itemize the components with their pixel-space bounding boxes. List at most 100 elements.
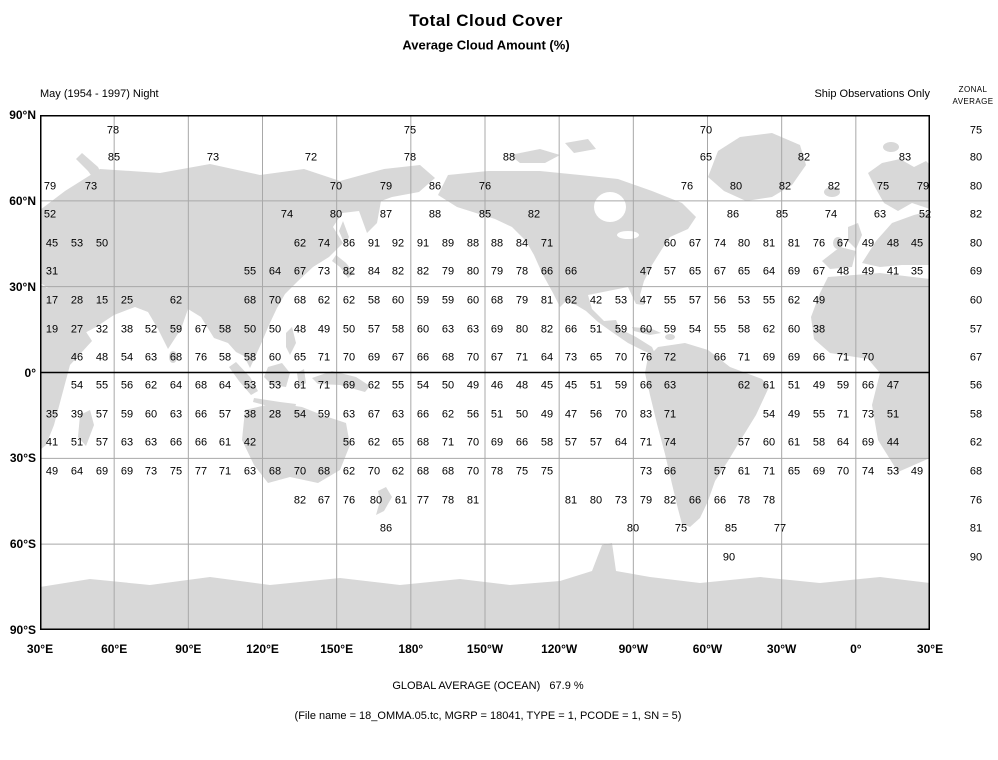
- cell-value: 66: [194, 408, 208, 421]
- cell-value: 61: [394, 494, 408, 507]
- cell-value: 74: [713, 237, 727, 250]
- cell-value: 60: [663, 237, 677, 250]
- lon-label: 90°W: [618, 642, 649, 656]
- cell-value: 66: [564, 323, 578, 336]
- cell-value: 63: [391, 408, 405, 421]
- cell-value: 71: [317, 379, 331, 392]
- zonal-average-value: 67: [969, 351, 983, 364]
- cell-value: 74: [317, 237, 331, 250]
- cell-value: 86: [379, 522, 393, 535]
- cell-value: 91: [367, 237, 381, 250]
- cell-value: 80: [515, 323, 529, 336]
- cell-value: 28: [268, 408, 282, 421]
- land-madagascar: [78, 410, 94, 446]
- cell-value: 51: [589, 379, 603, 392]
- cell-value: 89: [441, 237, 455, 250]
- cell-value: 58: [540, 436, 554, 449]
- cell-value: 66: [169, 436, 183, 449]
- cell-value: 73: [564, 351, 578, 364]
- cell-value: 69: [490, 323, 504, 336]
- cell-value: 65: [589, 351, 603, 364]
- cell-value: 70: [367, 465, 381, 478]
- cell-value: 69: [95, 465, 109, 478]
- cell-value: 69: [787, 265, 801, 278]
- lat-label: 60°S: [9, 537, 36, 552]
- cell-value: 68: [293, 294, 307, 307]
- cell-value: 17: [45, 294, 59, 307]
- land-new-guinea: [312, 371, 370, 392]
- cell-value: 59: [120, 408, 134, 421]
- cell-value: 52: [918, 208, 932, 221]
- land-north-america: [438, 171, 696, 356]
- cell-value: 69: [367, 351, 381, 364]
- file-info-label: (File name = 18_OMMA.05.tc, MGRP = 18041…: [294, 710, 682, 722]
- cell-value: 77: [194, 465, 208, 478]
- cell-value: 49: [540, 408, 554, 421]
- cell-value: 71: [515, 351, 529, 364]
- cell-value: 67: [688, 237, 702, 250]
- cell-value: 81: [564, 494, 578, 507]
- cell-value: 74: [824, 208, 838, 221]
- cell-value: 63: [873, 208, 887, 221]
- cell-value: 67: [194, 323, 208, 336]
- cell-value: 59: [836, 379, 850, 392]
- land-europe: [862, 211, 930, 267]
- cell-value: 70: [466, 436, 480, 449]
- land-sumatra: [229, 362, 258, 395]
- cell-value: 55: [713, 323, 727, 336]
- cell-value: 57: [218, 408, 232, 421]
- cell-value: 78: [762, 494, 776, 507]
- cell-value: 80: [589, 494, 603, 507]
- cell-value: 69: [120, 465, 134, 478]
- cell-value: 83: [639, 408, 653, 421]
- cell-value: 38: [243, 408, 257, 421]
- cell-value: 70: [466, 465, 480, 478]
- zonal-average-value: 82: [969, 208, 983, 221]
- cell-value: 28: [70, 294, 84, 307]
- land-iberia: [822, 247, 856, 269]
- cell-value: 75: [169, 465, 183, 478]
- cell-value: 71: [663, 408, 677, 421]
- cell-value: 41: [886, 265, 900, 278]
- cell-value: 71: [317, 351, 331, 364]
- cell-value: 69: [342, 379, 356, 392]
- cell-value: 57: [564, 436, 578, 449]
- cell-value: 38: [120, 323, 134, 336]
- cell-value: 72: [663, 351, 677, 364]
- lon-label: 0°: [850, 642, 862, 656]
- cell-value: 49: [812, 294, 826, 307]
- cell-value: 69: [787, 351, 801, 364]
- land-ireland: [833, 237, 843, 249]
- zonal-average-value: 68: [969, 465, 983, 478]
- cell-value: 85: [775, 208, 789, 221]
- cell-value: 65: [391, 436, 405, 449]
- zonal-average-value: 90: [969, 551, 983, 564]
- cell-value: 82: [778, 180, 792, 193]
- cell-value: 74: [663, 436, 677, 449]
- cell-value: 57: [713, 465, 727, 478]
- cell-value: 81: [466, 494, 480, 507]
- cell-value: 75: [540, 465, 554, 478]
- cell-value: 73: [639, 465, 653, 478]
- cell-value: 71: [836, 351, 850, 364]
- cell-value: 75: [674, 522, 688, 535]
- cell-value: 66: [515, 436, 529, 449]
- lon-label: 150°E: [320, 642, 354, 656]
- lon-label: 120°W: [541, 642, 578, 656]
- cell-value: 70: [861, 351, 875, 364]
- cell-value: 65: [688, 265, 702, 278]
- cell-value: 82: [293, 494, 307, 507]
- lat-label: 0°: [24, 365, 36, 380]
- cell-value: 47: [886, 379, 900, 392]
- cell-value: 68: [441, 351, 455, 364]
- cell-value: 75: [403, 124, 417, 137]
- cell-value: 85: [724, 522, 738, 535]
- cell-value: 63: [342, 408, 356, 421]
- zonal-header-line1: ZONAL: [958, 85, 988, 94]
- cell-value: 84: [367, 265, 381, 278]
- cell-value: 69: [812, 465, 826, 478]
- zonal-average-value: 56: [969, 379, 983, 392]
- lon-label: 150°W: [466, 642, 504, 656]
- cell-value: 87: [379, 208, 393, 221]
